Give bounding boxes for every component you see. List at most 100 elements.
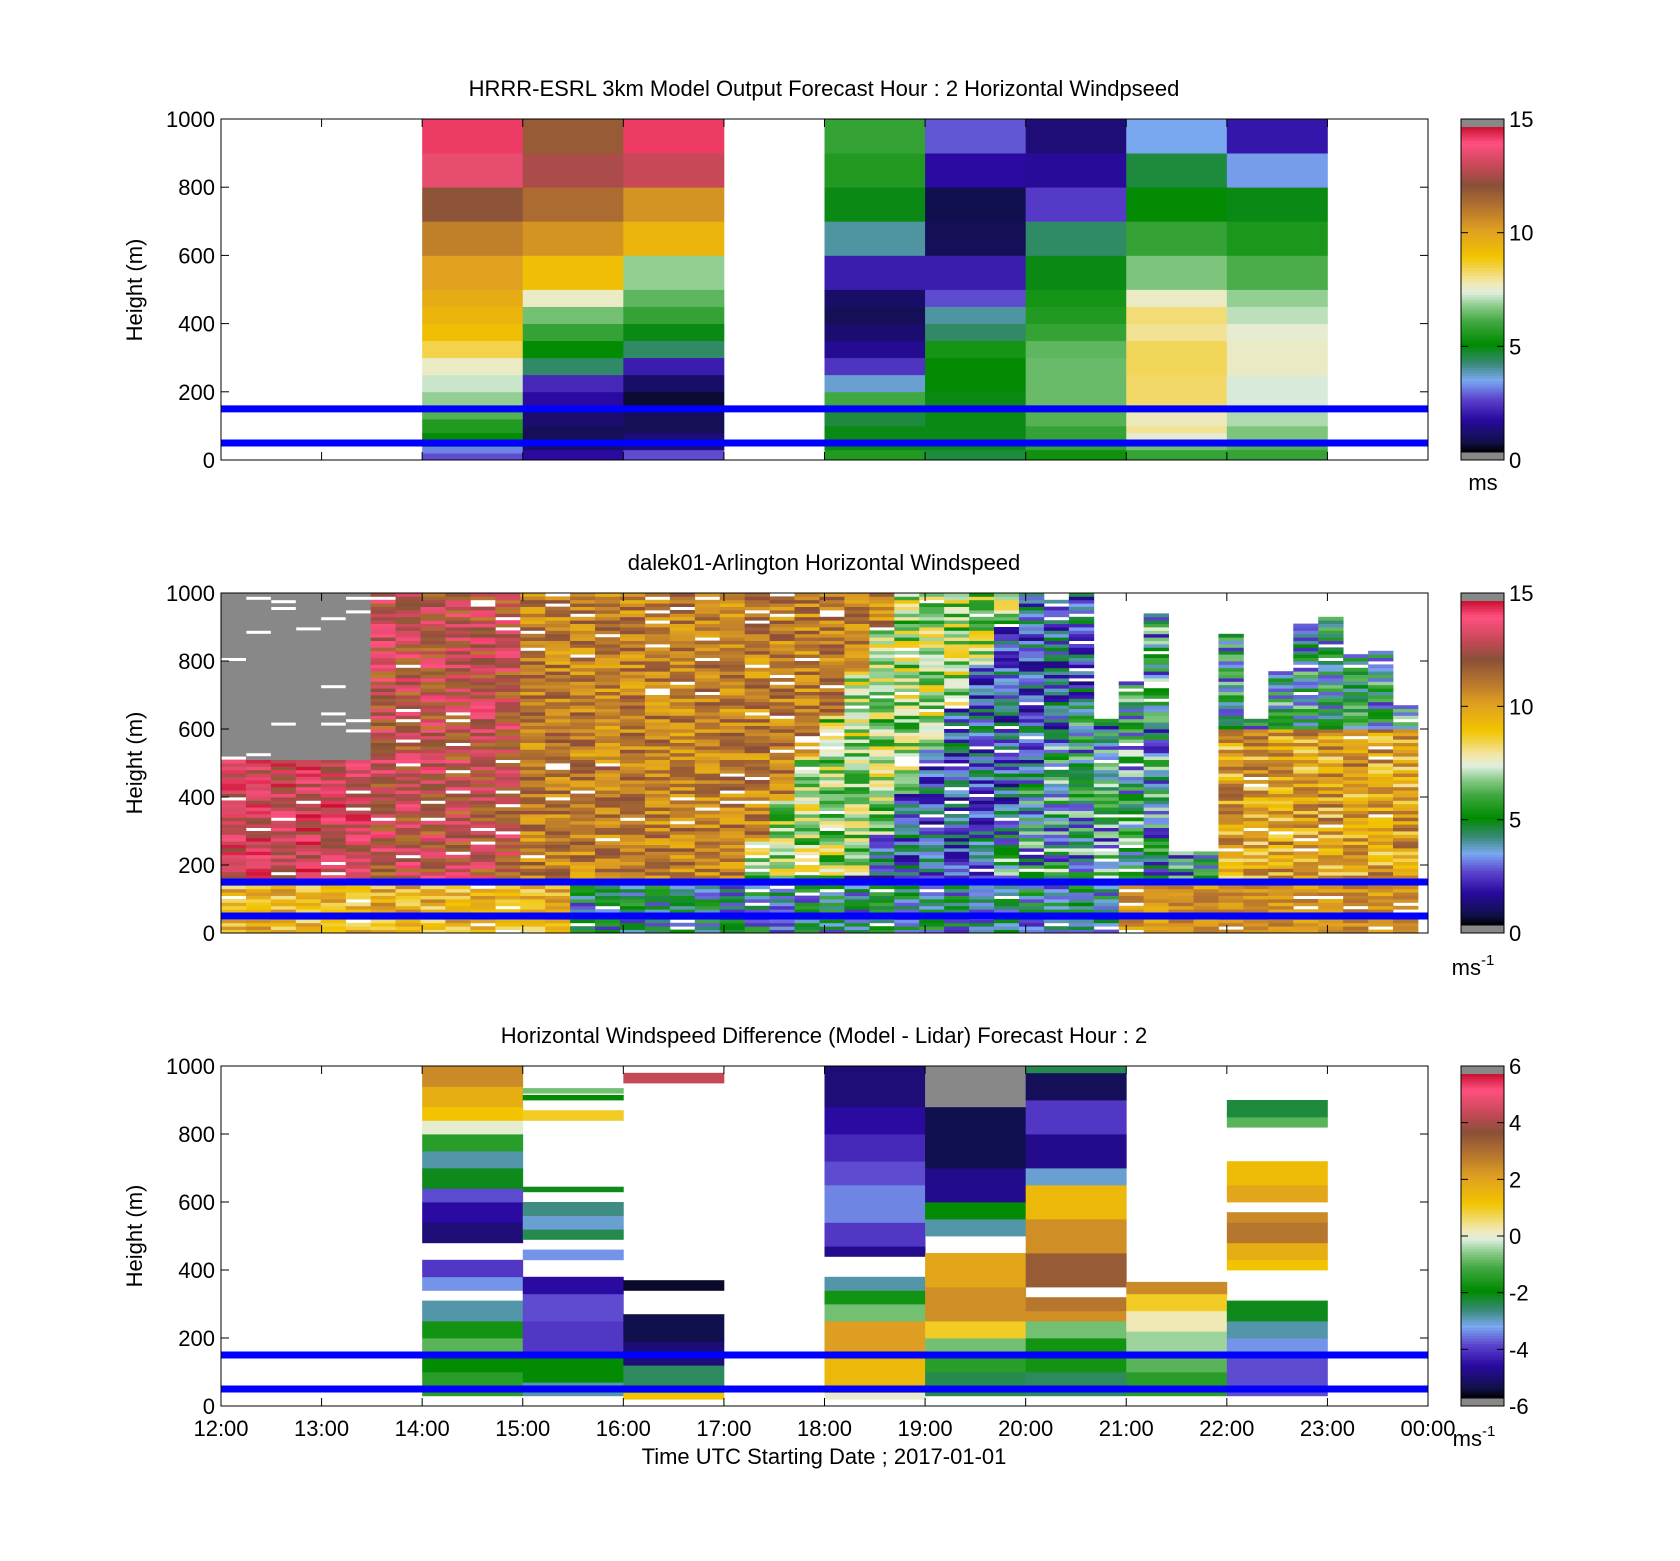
lidar-cell: [719, 664, 746, 669]
lidar-cell: [570, 892, 596, 896]
lidar-cell: [794, 803, 820, 808]
lidar-cell: [1343, 746, 1369, 750]
lidar-cell: [944, 871, 970, 876]
lidar-cell: [1268, 810, 1294, 815]
lidar-cell: [1293, 698, 1319, 703]
lidar-cell: [320, 803, 347, 808]
lidar-cell: [969, 739, 995, 743]
lidar-cell: [445, 827, 471, 832]
lidar-cell: [994, 854, 1020, 859]
lidar-cell: [719, 885, 746, 890]
lidar-cell: [944, 875, 970, 879]
lidar-cell: [969, 698, 995, 703]
colorbar-band: [1461, 1130, 1504, 1134]
lidar-cell: [894, 807, 920, 811]
lidar-cell: [345, 837, 372, 842]
lidar-cell: [969, 722, 995, 726]
lidar-cell: [1043, 902, 1070, 907]
lidar-cell: [644, 926, 671, 930]
lidar-cell: [769, 776, 795, 781]
lidar-cell: [769, 848, 795, 852]
panel-model-cells: [422, 119, 1328, 461]
lidar-cell: [1068, 603, 1095, 607]
lidar-cell: [395, 844, 421, 849]
lidar-cell: [395, 929, 421, 934]
lidar-cell: [819, 756, 845, 760]
lidar-cell: [769, 746, 795, 750]
lidar-cell: [669, 715, 696, 720]
diff-cell: [824, 1246, 926, 1257]
lidar-cell: [744, 746, 770, 750]
lidar-cell: [819, 909, 845, 913]
lidar-cell: [1018, 848, 1045, 852]
lidar-cell: [844, 701, 870, 706]
lidar-cell: [420, 807, 446, 811]
lidar-cell: [470, 810, 496, 815]
lidar-cell: [919, 841, 945, 845]
lidar-cell: [844, 905, 870, 910]
lidar-cell: [1393, 922, 1419, 927]
lidar-cell: [719, 875, 746, 879]
lidar-cell: [844, 759, 870, 764]
lidar-cell: [1318, 922, 1344, 927]
lidar-cell: [769, 868, 795, 873]
lidar-cell: [719, 851, 746, 856]
lidar-cell: [719, 640, 746, 645]
lidar-cell: [894, 596, 920, 601]
lidar-cell: [994, 831, 1020, 835]
lidar-cell: [245, 715, 272, 720]
lidar-cell: [320, 749, 347, 754]
diff-cell: [1226, 1185, 1328, 1203]
lidar-cell: [595, 735, 621, 740]
lidar-cell: [644, 783, 671, 788]
lidar-cell: [994, 715, 1020, 720]
lidar-cell: [1218, 854, 1244, 859]
lidar-cell: [769, 599, 795, 604]
lidar-cell: [1043, 610, 1070, 614]
lidar-cell: [619, 627, 646, 631]
lidar-cell: [919, 756, 945, 760]
lidar-cell: [819, 824, 845, 828]
lidar-cell: [669, 701, 696, 706]
lidar-cell: [719, 661, 746, 665]
lidar-cell: [869, 620, 895, 624]
lidar-cell: [769, 800, 795, 805]
lidar-cell: [1068, 810, 1095, 815]
lidar-cell: [944, 865, 970, 869]
lidar-cell: [744, 909, 770, 913]
lidar-cell: [744, 729, 770, 733]
lidar-cell: [919, 698, 945, 703]
lidar-cell: [295, 705, 322, 709]
lidar-cell: [1018, 854, 1045, 859]
lidar-cell: [994, 647, 1020, 652]
colorbar-band: [1461, 224, 1504, 228]
lidar-cell: [744, 705, 770, 709]
lidar-cell: [470, 834, 496, 839]
diff-cell: [824, 1290, 926, 1305]
lidar-cell: [1318, 681, 1344, 686]
lidar-cell: [520, 620, 546, 624]
lidar-cell: [944, 817, 970, 822]
lidar-cell: [1343, 756, 1369, 760]
colorbar-band: [1461, 132, 1504, 136]
lidar-cell: [644, 868, 671, 873]
lidar-cell: [1243, 858, 1269, 862]
lidar-cell: [769, 616, 795, 621]
model-cell: [1126, 119, 1228, 154]
lidar-cell: [619, 610, 646, 614]
lidar-cell: [894, 708, 920, 713]
lidar-cell: [994, 814, 1020, 818]
lidar-cell: [370, 637, 396, 641]
lidar-cell: [495, 858, 521, 862]
lidar-cell: [295, 888, 322, 893]
lidar-cell: [1268, 807, 1294, 811]
lidar-cell: [595, 593, 621, 597]
colorbar-band: [1461, 819, 1504, 823]
lidar-cell: [669, 616, 696, 621]
lidar-cell: [1243, 899, 1269, 903]
lidar-cell: [570, 705, 596, 709]
lidar-cell: [1068, 749, 1095, 754]
lidar-cell: [944, 899, 970, 903]
panel-model-title: HRRR-ESRL 3km Model Output Forecast Hour…: [469, 76, 1180, 101]
lidar-cell: [545, 848, 571, 852]
